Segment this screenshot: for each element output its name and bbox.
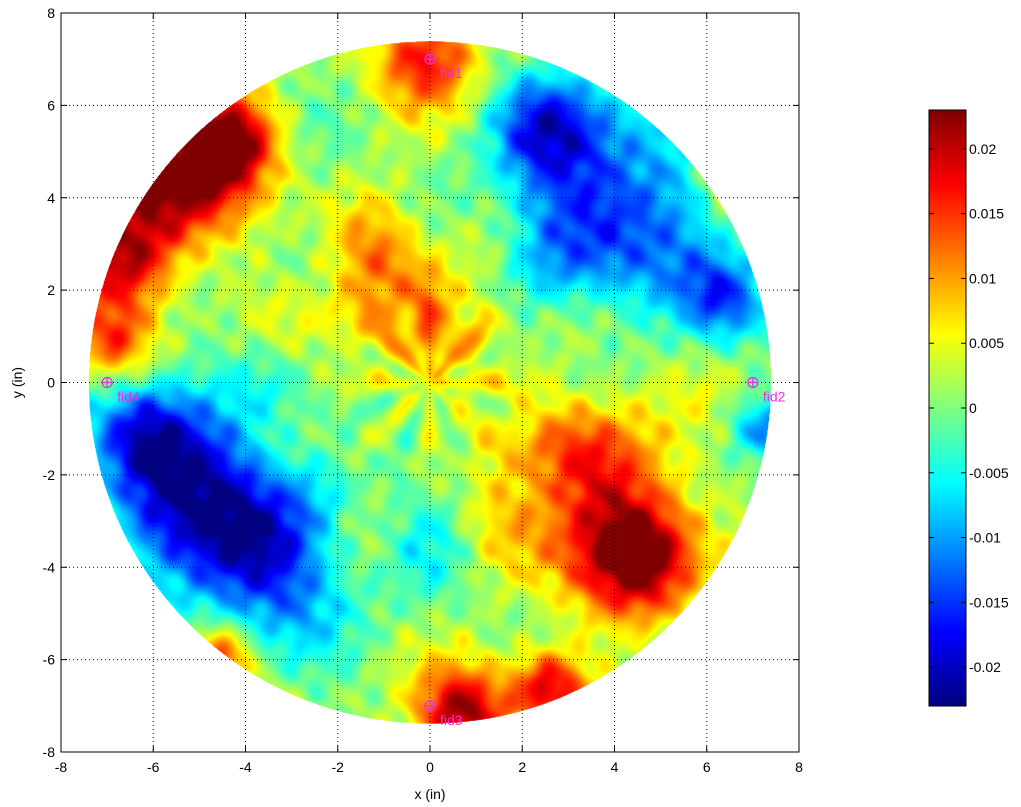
y-axis: -8 -6 -4 -2 0 2 4 6 8 [43,5,799,760]
fiducial-marker-fid1: fid1 [424,53,463,81]
x-tick-label: -6 [147,759,160,775]
colorbar-tick-label: -0.005 [969,465,1009,481]
y-axis-title: y (in) [9,367,25,398]
colorbar-tick-label: 0.015 [969,206,1004,222]
fiducial-label: fid1 [440,65,463,81]
x-tick-label: -4 [239,759,252,775]
x-tick-label: 4 [611,759,619,775]
colorbar: -0.02 -0.015 -0.01 -0.005 0 0.005 0.01 0.015 0.0… [928,109,1009,707]
fiducial-marker-fid2: fid2 [747,376,786,405]
colorbar-tick-label: -0.015 [969,594,1009,610]
x-tick-label: 8 [795,759,803,775]
x-tick-label: -2 [332,759,345,775]
x-axis: -8 -6 -4 -2 0 2 4 6 8 [55,13,803,775]
y-tick-label: 2 [47,282,55,298]
colorbar-tick-label: 0 [969,400,977,416]
grid-lines [61,13,799,752]
y-tick-label: 4 [47,190,55,206]
fiducial-label: fid4 [117,389,140,405]
colorbar-gradient [929,110,966,706]
x-tick-label: 2 [518,759,526,775]
x-axis-title: x (in) [414,786,445,802]
colorbar-tick-label: -0.01 [969,530,1001,546]
y-tick-label: 6 [47,97,55,113]
colorbar-tick-label: 0.02 [969,141,996,157]
colorbar-tick-label: 0.005 [969,335,1004,351]
x-tick-label: -8 [55,759,68,775]
x-tick-label: 6 [703,759,711,775]
y-tick-label: 0 [47,375,55,391]
y-tick-label: -4 [43,559,56,575]
x-tick-label: 0 [426,759,434,775]
plot-area: -8 -6 -4 -2 0 2 4 6 8 -8 -6 -4 -2 0 2 4 6 8 fid1 fid2 fid3… [43,5,804,775]
y-tick-label: 8 [47,5,55,21]
fiducial-marker-fid4: fid4 [101,376,140,405]
colorbar-tick-label: -0.02 [969,659,1001,675]
y-tick-label: -6 [43,652,56,668]
fiducial-markers: fid1 fid2 fid3 fid4 [101,53,786,728]
y-tick-label: -2 [43,467,56,483]
fiducial-marker-fid3: fid3 [424,700,463,728]
fiducial-label: fid2 [763,389,786,405]
fiducial-label: fid3 [440,712,463,728]
y-tick-label: -8 [43,744,56,760]
colorbar-ticks: -0.02 -0.015 -0.01 -0.005 0 0.005 0.01 0.015 0.0… [929,141,1009,675]
colorbar-tick-label: 0.01 [969,270,996,286]
